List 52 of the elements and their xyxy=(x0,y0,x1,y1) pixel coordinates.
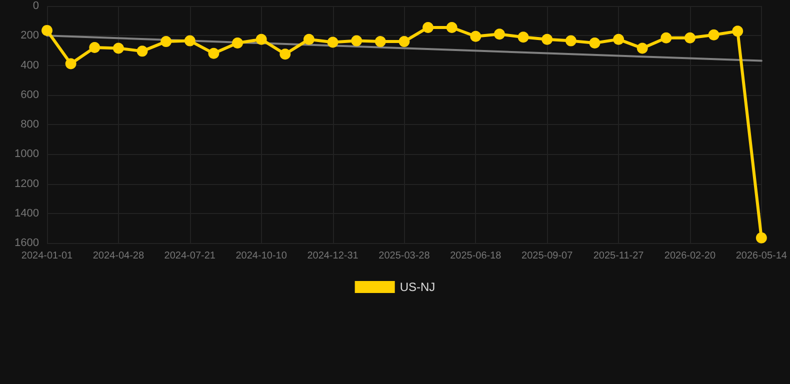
point xyxy=(232,38,244,49)
point xyxy=(494,28,505,40)
point xyxy=(65,58,76,70)
point xyxy=(374,36,386,48)
point xyxy=(470,30,482,42)
point xyxy=(565,35,576,46)
point xyxy=(184,35,196,46)
x-tick-label: 2025-09-07 xyxy=(522,250,574,262)
point xyxy=(422,22,434,33)
point xyxy=(112,42,124,54)
point xyxy=(589,38,600,49)
y-tick-label: 1200 xyxy=(14,178,39,190)
point xyxy=(756,232,767,244)
x-tick-label: 2026-05-14 xyxy=(736,250,788,262)
point xyxy=(542,34,553,45)
y-tick-label: 1400 xyxy=(14,207,39,220)
y-tick-label: 1000 xyxy=(14,148,39,160)
y-tick-label: 200 xyxy=(20,30,39,42)
y-tick-label: 1600 xyxy=(14,237,39,249)
point xyxy=(613,34,624,45)
point xyxy=(160,36,172,48)
y-tick-label: 800 xyxy=(20,118,39,130)
point xyxy=(42,24,52,36)
point xyxy=(351,35,362,46)
y-tick-label: 0 xyxy=(32,0,39,12)
x-tick-label: 2024-10-10 xyxy=(236,250,288,262)
point xyxy=(518,32,529,43)
point xyxy=(732,26,744,37)
point xyxy=(660,32,672,44)
point xyxy=(208,48,220,59)
point xyxy=(256,34,267,45)
y-tick-label: 600 xyxy=(20,88,39,101)
x-tick-label: 2025-03-28 xyxy=(378,250,430,262)
x-tick-label: 2024-04-28 xyxy=(92,250,144,262)
point xyxy=(327,36,338,48)
point xyxy=(398,36,410,48)
point xyxy=(636,42,648,54)
x-tick-label: 2024-01-01 xyxy=(21,250,74,262)
x-tick-label: 2026-02-20 xyxy=(664,250,716,262)
point xyxy=(684,32,696,44)
x-tick-label: 2024-12-31 xyxy=(307,250,359,262)
point xyxy=(280,48,291,60)
point xyxy=(89,42,100,53)
point xyxy=(136,46,148,57)
x-tick-label: 2025-06-18 xyxy=(450,250,502,262)
point xyxy=(708,29,720,40)
y-tick-label: 400 xyxy=(20,59,39,72)
x-tick-label: 2024-07-21 xyxy=(164,250,216,262)
x-tick-label: 2025-11-27 xyxy=(593,250,644,262)
point xyxy=(303,34,314,45)
point xyxy=(446,22,458,33)
legend-label: US-NJ xyxy=(400,280,436,294)
